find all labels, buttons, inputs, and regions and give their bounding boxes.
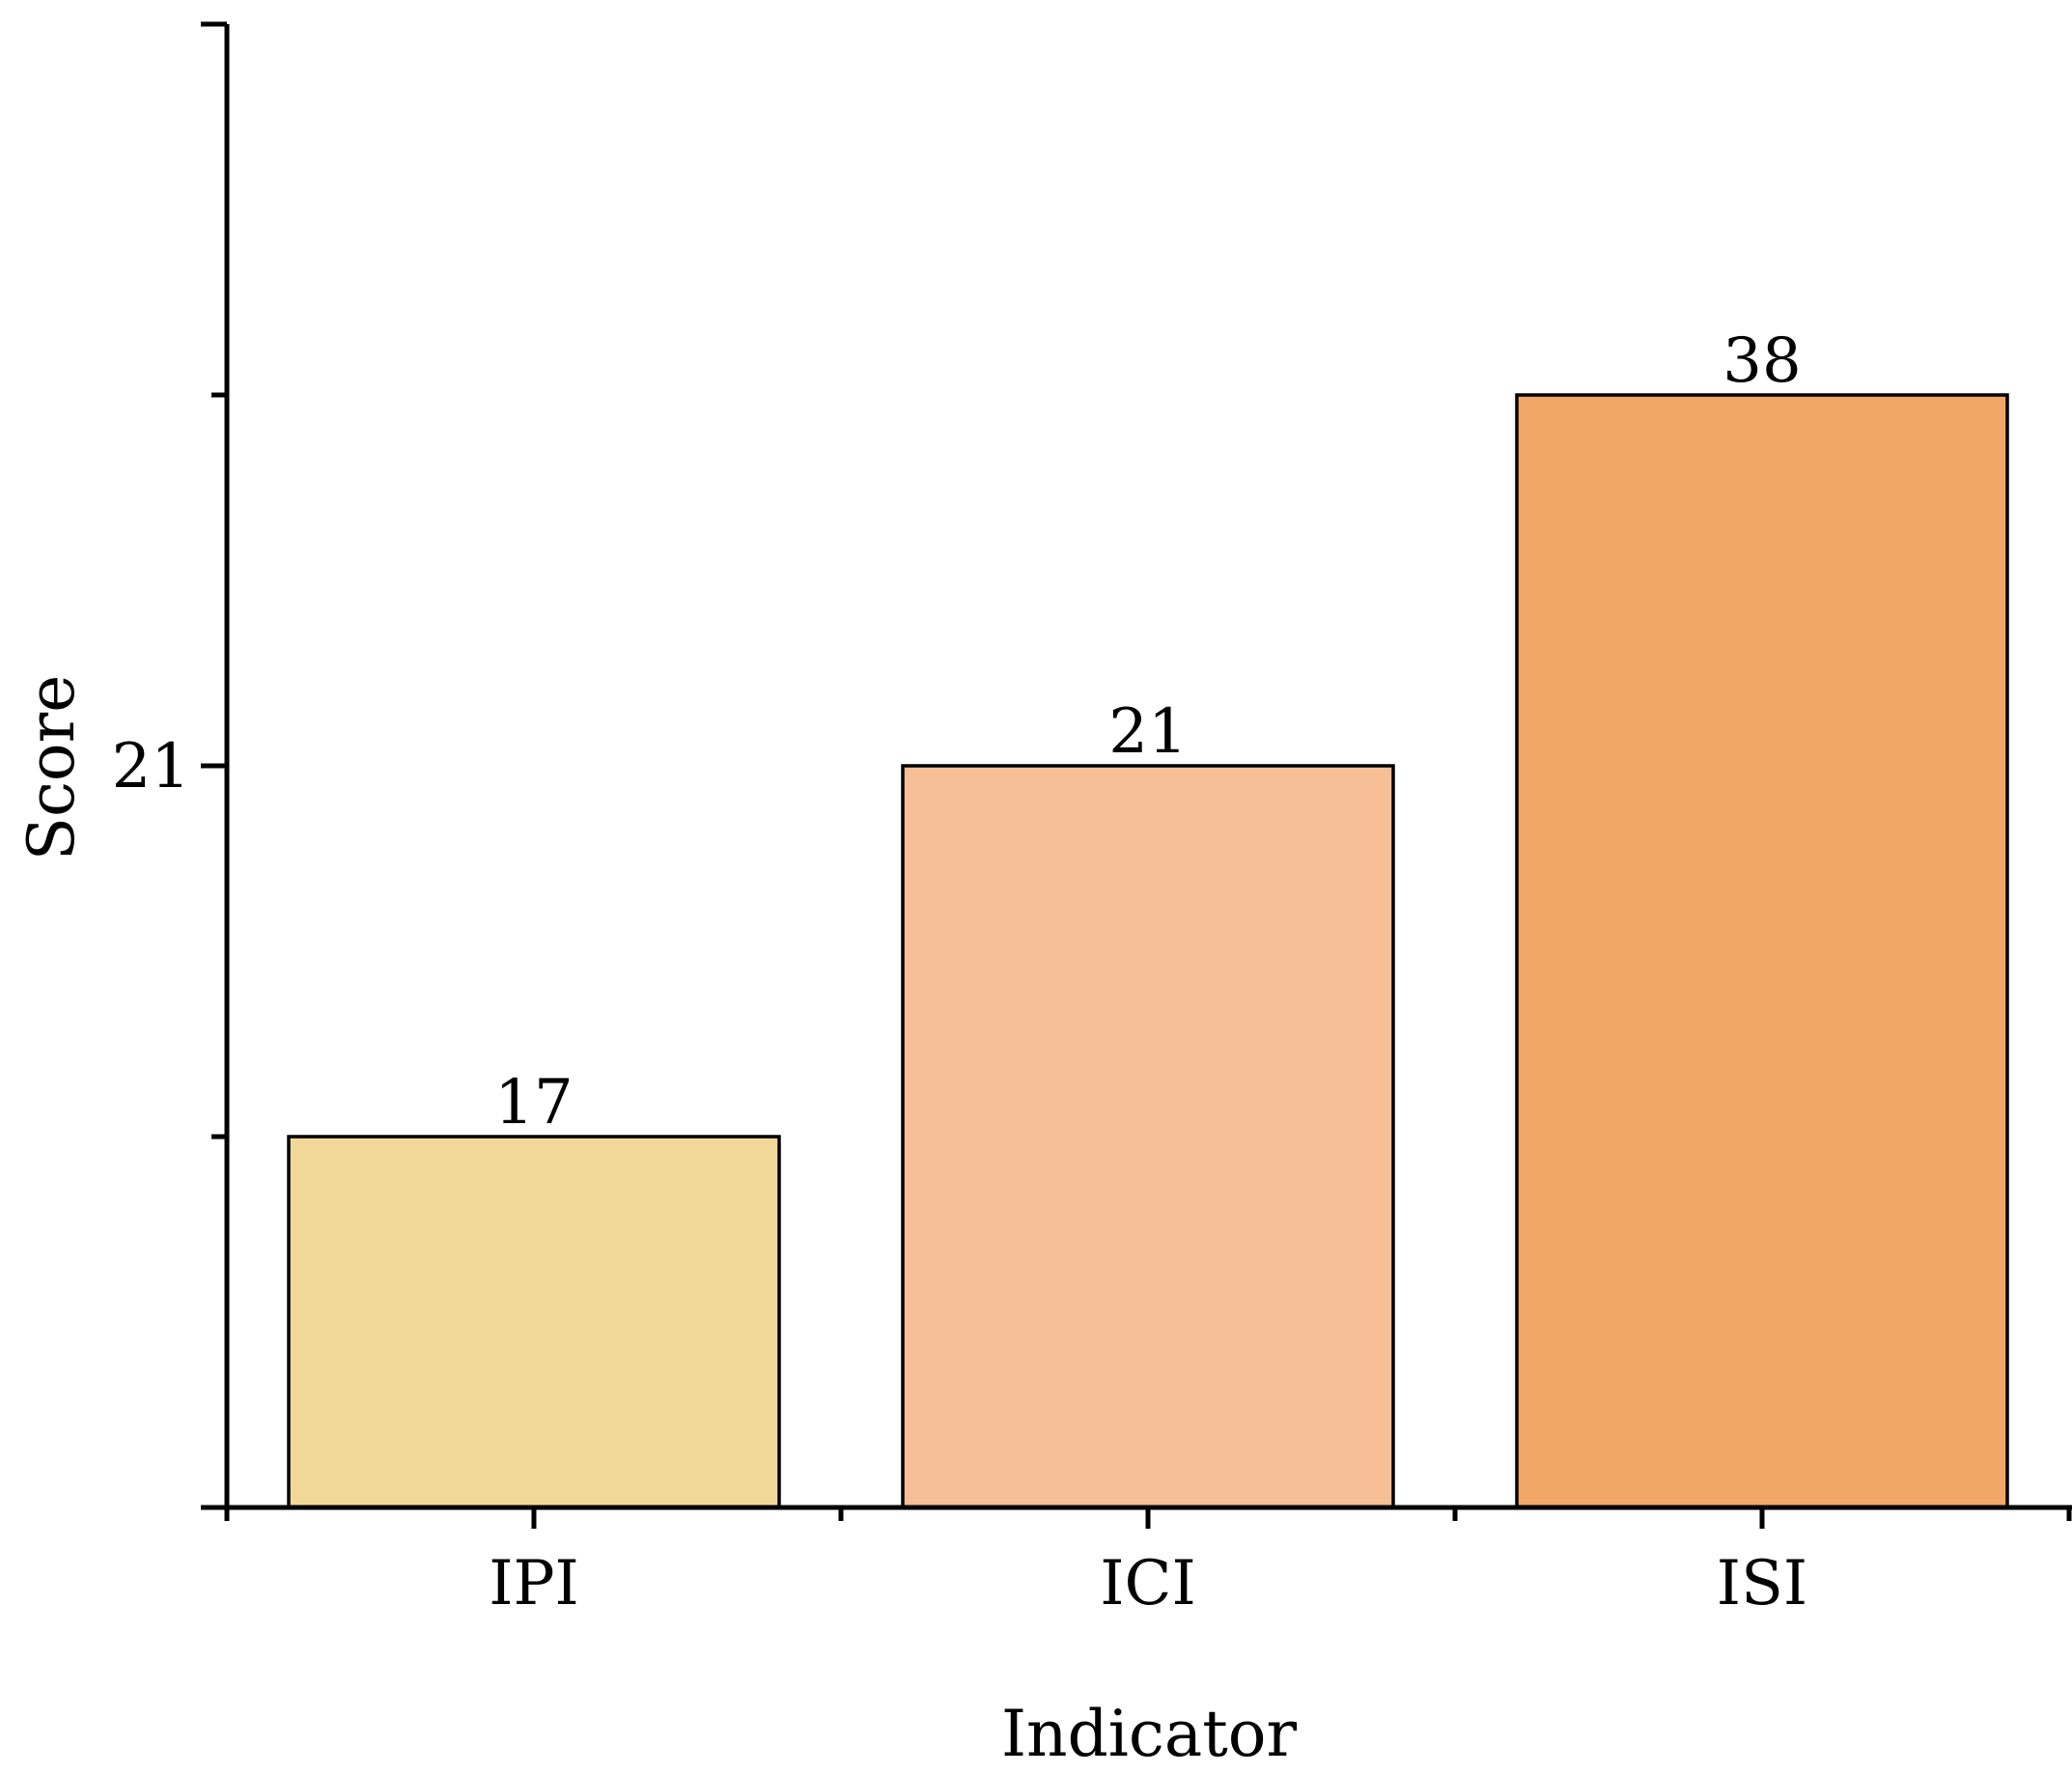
bar-ici (901, 764, 1395, 1509)
bar-ipi (287, 1135, 781, 1509)
data-label-isi: 38 (1722, 325, 1801, 397)
y-axis-title: Score (14, 675, 89, 861)
x-axis-title: Indicator (1001, 1697, 1298, 1771)
bar-isi (1515, 393, 2009, 1509)
labels: Indicator Score 17 IPI 21 ICI 38 ISI 21 (14, 325, 1807, 1771)
data-label-ici: 21 (1108, 696, 1187, 768)
data-label-ipi: 17 (494, 1067, 573, 1139)
bars (287, 393, 2009, 1509)
x-tick-label-ici: ICI (1100, 1548, 1196, 1619)
x-tick-label-isi: ISI (1717, 1548, 1807, 1619)
y-tick-label: 21 (112, 731, 190, 803)
ticks (201, 21, 2072, 1529)
x-tick-label-ipi: IPI (489, 1548, 579, 1619)
